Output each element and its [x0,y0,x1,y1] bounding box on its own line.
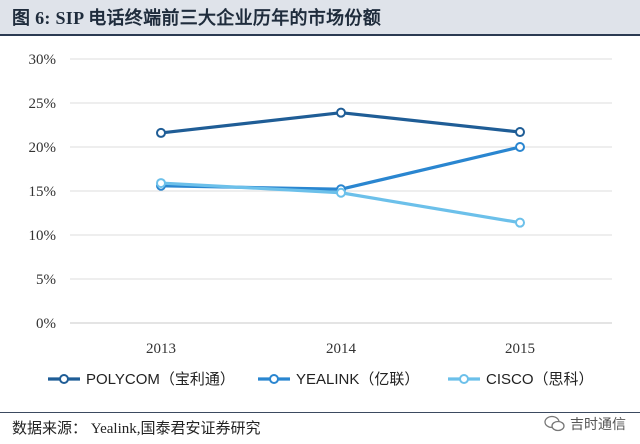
legend-swatch-marker [269,374,279,384]
x-tick-label: 2013 [146,341,176,357]
data-point [515,142,525,152]
y-tick-label: 0% [36,316,56,332]
y-tick-label: 15% [29,184,57,200]
source-divider [0,412,640,413]
x-tick-label: 2015 [505,341,535,357]
legend-swatch-marker [459,374,469,384]
y-tick-label: 5% [36,272,56,288]
data-point [515,127,525,138]
watermark-text: 吉时通信 [570,417,626,433]
wechat-icon [544,415,565,432]
data-point [515,217,525,228]
data-point [336,187,346,198]
figure-title: 图 6: SIP 电话终端前三大企业历年的市场份额 [12,8,382,28]
data-point [156,178,166,189]
legend-label: CISCO（思科） [486,371,594,388]
title-divider [0,34,640,36]
legend-label: POLYCOM（宝利通） [86,371,235,388]
y-tick-label: 20% [29,140,57,156]
legend-label: YEALINK（亿联） [296,371,419,388]
y-tick-label: 25% [29,96,57,112]
data-point [336,107,346,118]
watermark: 吉时通信 [544,414,626,434]
line-chart: 0% 5% 10% 15% 20% 25% 30% 2013 2014 2015 POLYCOM（宝… [29,52,612,388]
y-tick-label: 10% [29,228,57,244]
figure-title-bar: 图 6: SIP 电话终端前三大企业历年的市场份额 [0,0,640,34]
source-note: 数据来源： Yealink,国泰君安证券研究 [12,421,261,437]
data-point [156,127,166,138]
legend-swatch-marker [59,374,69,384]
x-tick-label: 2014 [326,341,357,357]
series-line [159,145,522,191]
y-tick-label: 30% [29,52,57,68]
